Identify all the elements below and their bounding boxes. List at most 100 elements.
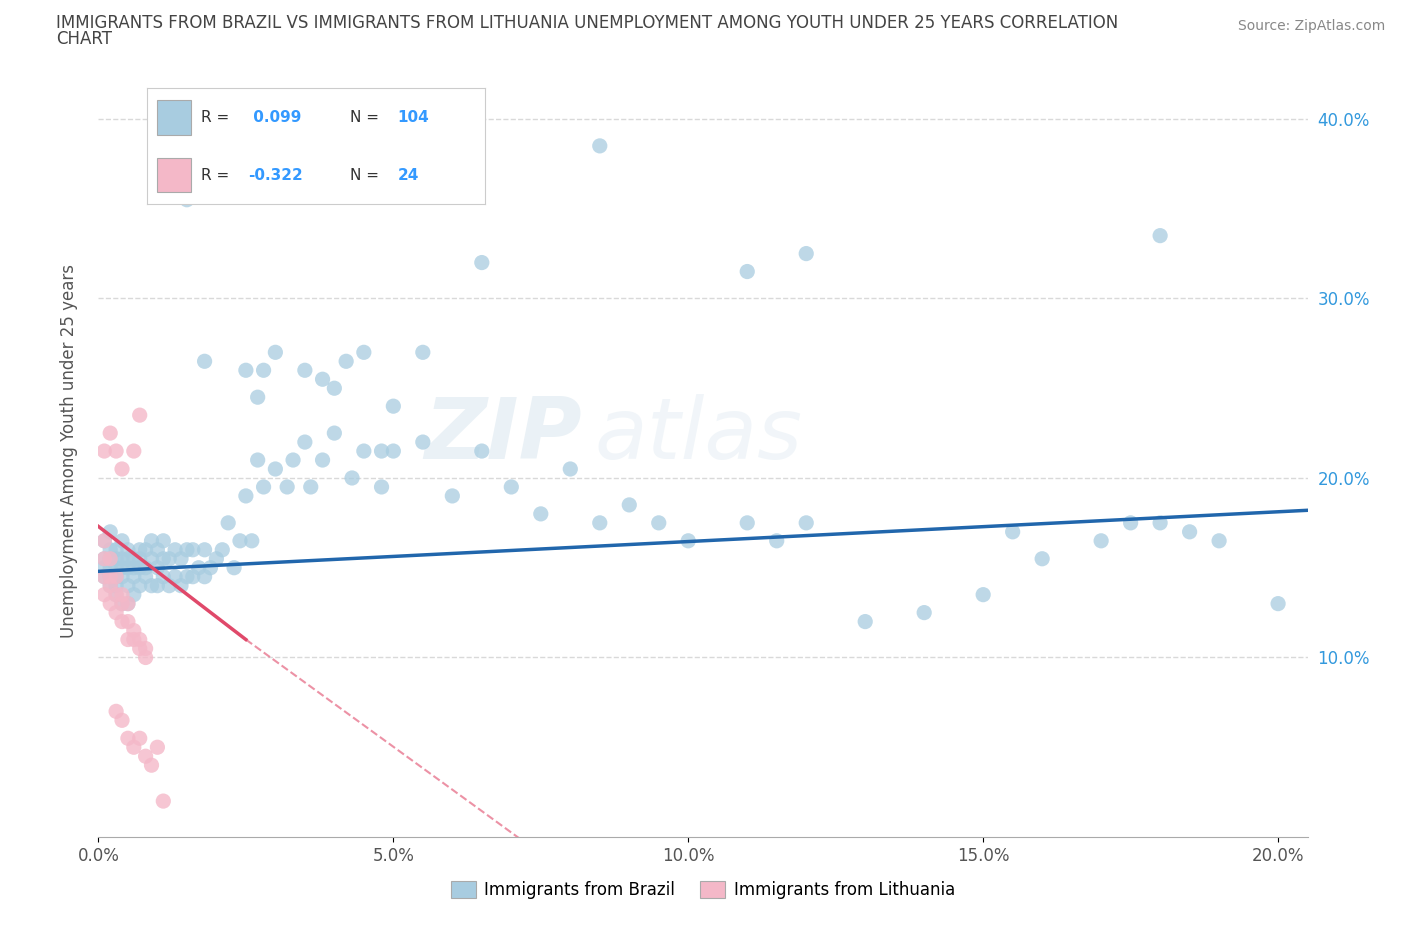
- Point: [765, 534, 787, 549]
- Text: ZIP: ZIP: [425, 394, 582, 477]
- Point: [128, 542, 150, 557]
- Legend: Immigrants from Brazil, Immigrants from Lithuania: Immigrants from Brazil, Immigrants from …: [444, 874, 962, 906]
- Point: [98, 578, 121, 593]
- Point: [252, 363, 274, 378]
- Point: [335, 353, 357, 368]
- Point: [93, 569, 115, 584]
- Point: [105, 560, 128, 575]
- Point: [294, 434, 316, 449]
- Point: [165, 569, 187, 584]
- Point: [412, 434, 434, 449]
- Point: [853, 614, 876, 629]
- Point: [370, 480, 392, 495]
- Point: [152, 551, 174, 566]
- Point: [111, 534, 134, 549]
- Point: [264, 461, 287, 476]
- Point: [1031, 551, 1053, 566]
- Point: [93, 560, 115, 575]
- Point: [560, 461, 582, 476]
- Point: [246, 453, 269, 468]
- Point: [93, 569, 115, 584]
- Y-axis label: Unemployment Among Youth under 25 years: Unemployment Among Youth under 25 years: [59, 264, 77, 638]
- Point: [98, 596, 121, 611]
- Point: [105, 704, 128, 719]
- Point: [176, 542, 198, 557]
- Point: [117, 596, 139, 611]
- Point: [111, 596, 134, 611]
- Point: [98, 578, 121, 593]
- Point: [1178, 525, 1201, 539]
- Point: [152, 569, 174, 584]
- Point: [135, 650, 157, 665]
- Point: [117, 542, 139, 557]
- Point: [311, 372, 333, 387]
- Point: [135, 560, 157, 575]
- Point: [252, 480, 274, 495]
- Point: [187, 560, 209, 575]
- Point: [111, 569, 134, 584]
- Point: [128, 551, 150, 566]
- Point: [93, 551, 115, 566]
- Point: [294, 363, 316, 378]
- Point: [141, 578, 163, 593]
- Point: [165, 156, 187, 171]
- Point: [194, 353, 217, 368]
- Point: [141, 758, 163, 773]
- Point: [1149, 228, 1171, 243]
- Point: [93, 534, 115, 549]
- Text: IMMIGRANTS FROM BRAZIL VS IMMIGRANTS FROM LITHUANIA UNEMPLOYMENT AMONG YOUTH UND: IMMIGRANTS FROM BRAZIL VS IMMIGRANTS FRO…: [56, 14, 1119, 32]
- Point: [117, 731, 139, 746]
- Point: [105, 569, 128, 584]
- Point: [794, 515, 817, 530]
- Point: [98, 551, 121, 566]
- Point: [128, 731, 150, 746]
- Point: [111, 587, 134, 602]
- Point: [311, 453, 333, 468]
- Point: [111, 461, 134, 476]
- Point: [530, 507, 553, 522]
- Point: [111, 713, 134, 728]
- Point: [200, 560, 222, 575]
- Point: [165, 542, 187, 557]
- Point: [382, 444, 405, 458]
- Point: [117, 596, 139, 611]
- Point: [122, 623, 145, 638]
- Point: [794, 246, 817, 261]
- Point: [98, 569, 121, 584]
- Point: [1090, 534, 1112, 549]
- Point: [105, 578, 128, 593]
- Point: [471, 444, 494, 458]
- Point: [146, 560, 169, 575]
- Point: [105, 542, 128, 557]
- Point: [619, 498, 641, 512]
- Point: [501, 480, 523, 495]
- Point: [146, 739, 169, 754]
- Point: [735, 515, 758, 530]
- Point: [211, 542, 233, 557]
- Point: [157, 578, 180, 593]
- Point: [678, 534, 700, 549]
- Point: [98, 542, 121, 557]
- Point: [128, 641, 150, 656]
- Point: [181, 542, 204, 557]
- Point: [122, 560, 145, 575]
- Point: [152, 793, 174, 808]
- Point: [471, 255, 494, 270]
- Point: [122, 739, 145, 754]
- Point: [235, 363, 257, 378]
- Point: [93, 551, 115, 566]
- Point: [152, 534, 174, 549]
- Point: [128, 560, 150, 575]
- Point: [105, 551, 128, 566]
- Point: [205, 551, 228, 566]
- Point: [222, 560, 245, 575]
- Point: [323, 426, 346, 441]
- Point: [111, 596, 134, 611]
- Point: [98, 525, 121, 539]
- Point: [122, 551, 145, 566]
- Point: [135, 749, 157, 764]
- Point: [382, 399, 405, 414]
- Text: Source: ZipAtlas.com: Source: ZipAtlas.com: [1237, 19, 1385, 33]
- Point: [117, 560, 139, 575]
- Point: [340, 471, 363, 485]
